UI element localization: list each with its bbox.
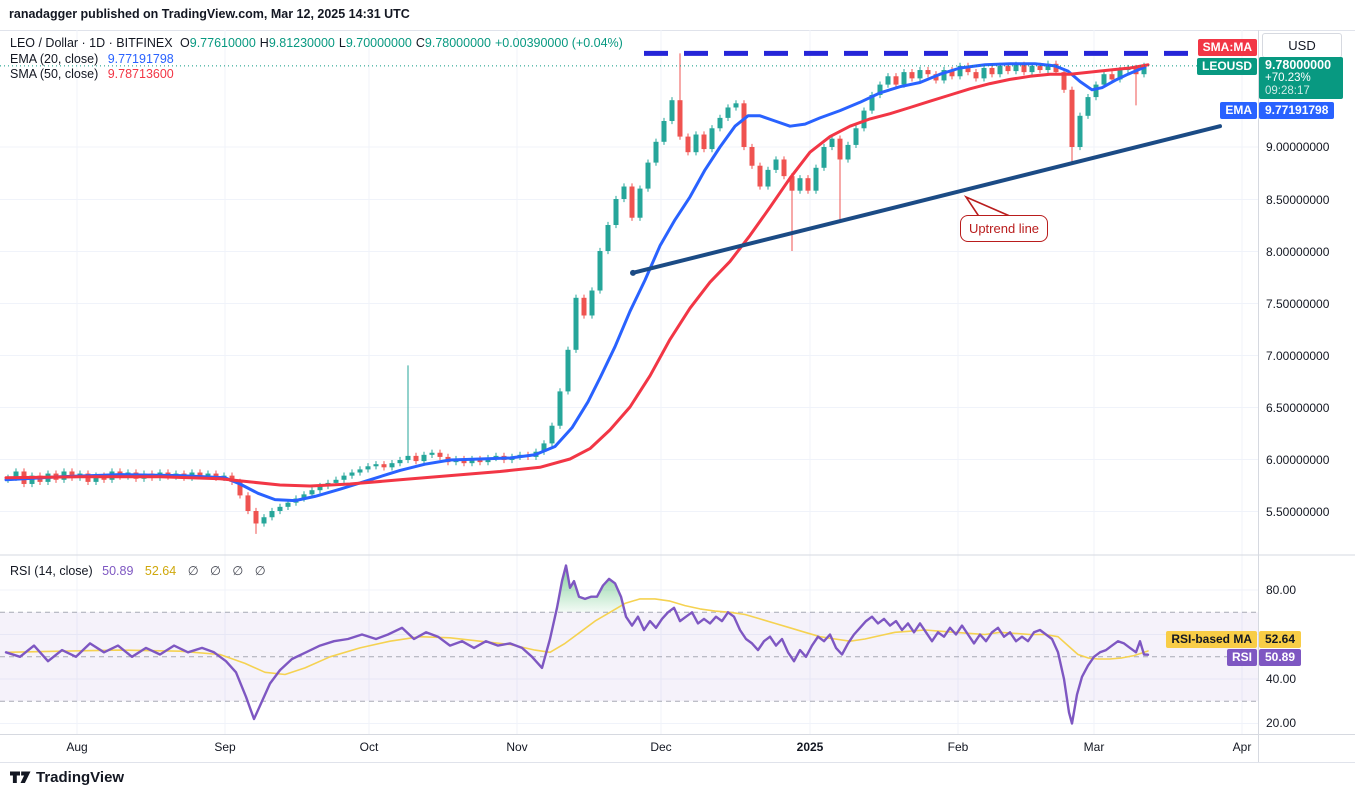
- ohlc-val: 9.78000000: [424, 36, 491, 50]
- change-percent: +70.23%: [1265, 72, 1311, 84]
- time-tick-Mar: Mar: [1083, 740, 1105, 754]
- rsi-legend[interactable]: RSI (14, close) 50.89 52.64 ∅ ∅ ∅ ∅: [10, 563, 270, 578]
- rsi-hidden-plots: ∅ ∅ ∅ ∅: [187, 564, 270, 578]
- rsi-ma-badge[interactable]: RSI-based MA: [1166, 631, 1257, 648]
- price-tick: 6.50000000: [1266, 400, 1330, 415]
- rsi-band: [0, 612, 1258, 702]
- rsi-overbought-fill: [6, 565, 1148, 613]
- rsi-tick: 80.00: [1266, 583, 1297, 597]
- tradingview-logo-icon: [10, 771, 31, 783]
- time-tick-Aug: Aug: [66, 740, 88, 754]
- tradingview-watermark-text: TradingView: [36, 769, 125, 786]
- price-tick: 6.00000000: [1266, 452, 1330, 467]
- rsi-tick: 40.00: [1266, 672, 1297, 686]
- rsi-line[interactable]: [4, 564, 1150, 725]
- rsi-indicator-label[interactable]: RSI (14, close): [10, 564, 93, 578]
- ohlc-val: 9.81230000: [268, 36, 335, 50]
- symbol-title[interactable]: LEO / Dollar · 1D · BITFINEX: [10, 36, 173, 50]
- ema-legend-row[interactable]: EMA (20, close) 9.77191798: [10, 52, 623, 67]
- sma-indicator-value: 9.78713600: [107, 67, 174, 81]
- sma50-line[interactable]: [4, 63, 1150, 488]
- rsi-ma-value: 52.64: [144, 564, 177, 578]
- rsi-badge[interactable]: RSI: [1226, 649, 1257, 666]
- rsi-tick: 20.00: [1266, 716, 1297, 730]
- gridlines: [0, 30, 1258, 734]
- rsi-value: 50.89: [102, 564, 134, 578]
- ohlc-key: O: [180, 36, 190, 50]
- bar-countdown: 09:28:17: [1265, 85, 1310, 97]
- symbol-badge[interactable]: LEOUSD: [1196, 58, 1257, 75]
- ohlc-values: O9.77610000 H9.81230000 L9.70000000 C9.7800…: [176, 36, 623, 50]
- uptrend-trendline[interactable]: [631, 124, 1222, 275]
- trendline-anchor[interactable]: [630, 269, 636, 276]
- main-legend: LEO / Dollar · 1D · BITFINEX O9.77610000…: [10, 36, 623, 83]
- ema-indicator-value: 9.77191798: [107, 51, 174, 66]
- time-tick-Apr: Apr: [1232, 740, 1252, 754]
- ema-badge[interactable]: EMA: [1220, 102, 1257, 119]
- price-tick: 9.00000000: [1266, 140, 1330, 154]
- candlestick-series: [5, 53, 1147, 534]
- ohlc-val: 9.70000000: [345, 36, 412, 50]
- price-tick: 5.50000000: [1266, 504, 1330, 519]
- time-tick-Oct: Oct: [359, 740, 379, 754]
- ohlc-val: +0.00390000 (+0.04%): [494, 36, 623, 50]
- uptrend-line-callout[interactable]: Uptrend line: [960, 215, 1048, 242]
- tradingview-watermark[interactable]: TradingView: [10, 769, 124, 786]
- time-tick-Nov: Nov: [506, 740, 528, 754]
- last-price: 9.78000000: [1265, 58, 1332, 72]
- ema-indicator-label[interactable]: EMA (20, close): [10, 51, 99, 66]
- chart-bottom-border: [0, 762, 1355, 763]
- rsi-value-box: 50.89: [1259, 649, 1302, 666]
- time-axis-border: [0, 734, 1355, 735]
- publish-bar: ranadagger published on TradingView.com,…: [0, 0, 1355, 31]
- sma-ma-line-badge[interactable]: SMA:MA: [1197, 39, 1257, 56]
- currency-selector[interactable]: USD: [1262, 33, 1342, 58]
- time-tick-Sep: Sep: [214, 740, 236, 754]
- price-tick: 8.00000000: [1266, 244, 1330, 259]
- ema20-line[interactable]: [4, 62, 1147, 503]
- price-axis-border: [1258, 30, 1259, 762]
- ohlc-key: H: [259, 36, 269, 50]
- sma-legend-row[interactable]: SMA (50, close) 9.78713600: [10, 67, 623, 82]
- rsi-ma-value-box: 52.64: [1259, 631, 1302, 648]
- time-tick-Feb: Feb: [947, 740, 969, 754]
- price-tick: 8.50000000: [1266, 192, 1330, 207]
- price-tick: 7.00000000: [1266, 348, 1330, 363]
- publish-text: ranadagger published on TradingView.com,…: [9, 7, 410, 21]
- time-tick-2025: 2025: [796, 740, 824, 754]
- last-price-box[interactable]: 9.78000000 +70.23% 09:28:17: [1259, 57, 1343, 99]
- price-tick: 7.50000000: [1266, 296, 1330, 311]
- symbol-legend-row[interactable]: LEO / Dollar · 1D · BITFINEX O9.77610000…: [10, 36, 623, 51]
- ema-price-box: 9.77191798: [1259, 102, 1335, 119]
- sma-indicator-label[interactable]: SMA (50, close): [10, 67, 99, 81]
- time-tick-Dec: Dec: [650, 740, 672, 754]
- ohlc-val: 9.77610000: [189, 36, 256, 50]
- ohlc-key: L: [338, 36, 346, 50]
- ohlc-key: C: [415, 36, 425, 50]
